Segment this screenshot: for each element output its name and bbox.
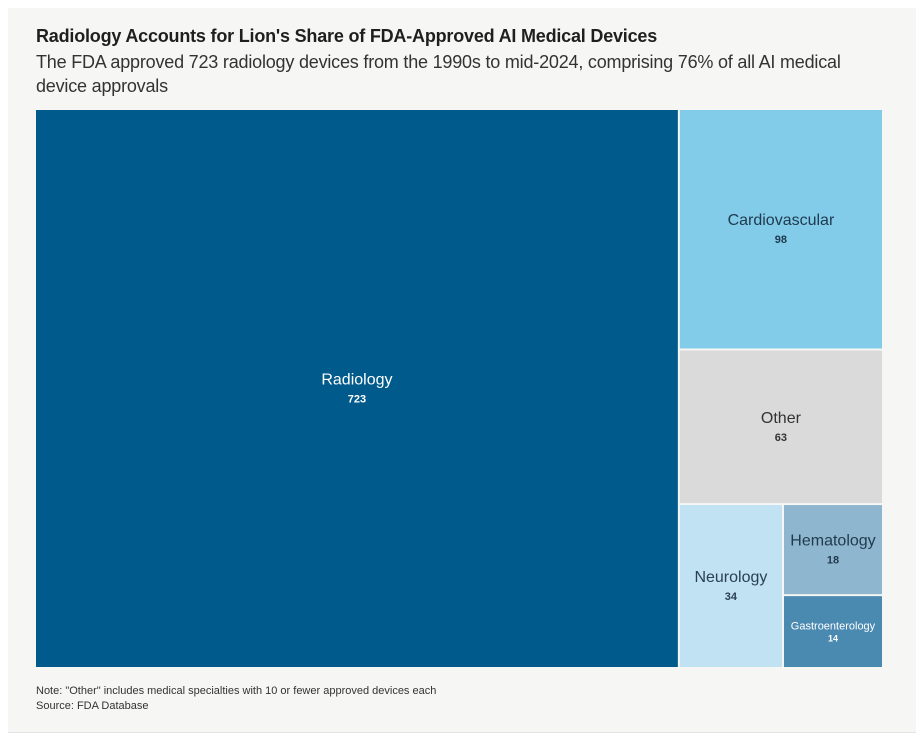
tile-value-gastroenterology: 14 bbox=[828, 634, 838, 644]
tile-other: Other 63 bbox=[679, 350, 882, 504]
chart-footer: Note: "Other" includes medical specialti… bbox=[36, 684, 436, 714]
tile-hematology: Hematology 18 bbox=[783, 505, 882, 595]
tile-value-cardiovascular: 98 bbox=[775, 234, 787, 246]
tile-label-neurology: Neurology bbox=[694, 569, 767, 586]
footnote: Note: "Other" includes medical specialti… bbox=[36, 685, 437, 697]
tile-value-hematology: 18 bbox=[827, 555, 839, 567]
tile-cardiovascular: Cardiovascular 98 bbox=[679, 110, 882, 349]
tile-neurology: Neurology 34 bbox=[679, 505, 782, 667]
tile-label-gastroenterology: Gastroenterology bbox=[791, 621, 876, 633]
tile-radiology: Radiology 723 bbox=[36, 110, 678, 667]
chart-title: Radiology Accounts for Lion's Share of F… bbox=[36, 26, 658, 46]
tile-value-neurology: 34 bbox=[725, 591, 738, 603]
tile-rect-radiology bbox=[36, 110, 678, 667]
tile-label-hematology: Hematology bbox=[790, 533, 875, 550]
tile-rect-gastroenterology bbox=[783, 596, 882, 667]
tile-label-radiology: Radiology bbox=[321, 372, 392, 389]
tile-label-cardiovascular: Cardiovascular bbox=[728, 212, 835, 229]
tile-label-other: Other bbox=[761, 410, 802, 427]
tile-rect-hematology bbox=[783, 505, 882, 595]
tile-rect-neurology bbox=[679, 505, 782, 667]
chart-subtitle: The FDA approved 723 radiology devices f… bbox=[36, 52, 841, 96]
tile-value-other: 63 bbox=[775, 432, 787, 444]
source-note: Source: FDA Database bbox=[36, 700, 149, 712]
tile-rect-other bbox=[679, 350, 882, 504]
tile-rect-cardiovascular bbox=[679, 110, 882, 349]
tile-value-radiology: 723 bbox=[348, 394, 366, 406]
